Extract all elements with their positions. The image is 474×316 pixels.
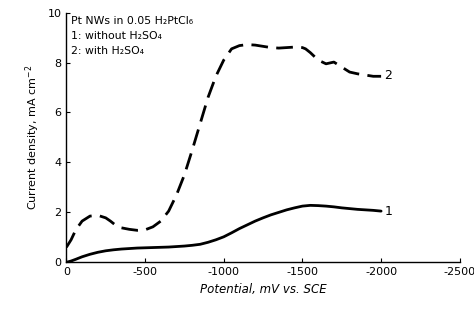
Text: 1: 1 bbox=[384, 204, 392, 218]
X-axis label: Potential, mV vs. SCE: Potential, mV vs. SCE bbox=[200, 283, 327, 296]
Text: Pt NWs in 0.05 H₂PtCl₆
1: without H₂SO₄
2: with H₂SO₄: Pt NWs in 0.05 H₂PtCl₆ 1: without H₂SO₄ … bbox=[71, 16, 193, 56]
Text: 2: 2 bbox=[384, 69, 392, 82]
Y-axis label: Current density, mA cm$^{-2}$: Current density, mA cm$^{-2}$ bbox=[23, 65, 42, 210]
